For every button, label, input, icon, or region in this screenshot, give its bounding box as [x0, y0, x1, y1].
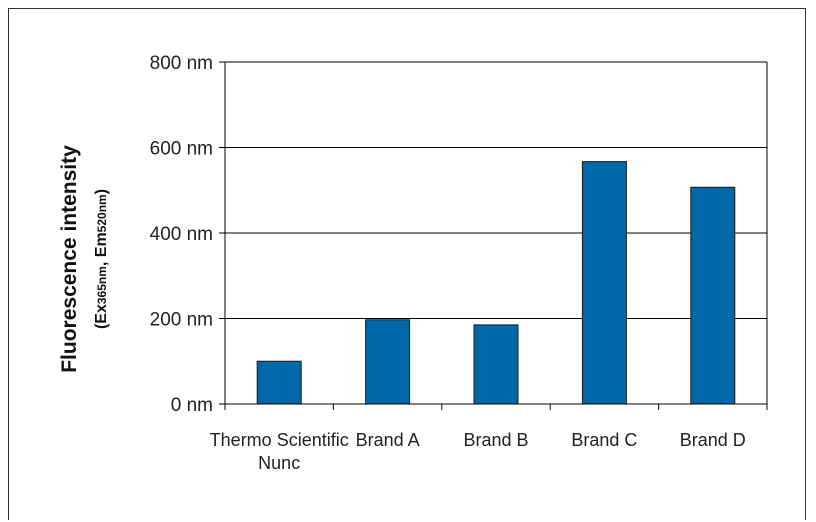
x-tick-label-line: Brand D: [680, 430, 746, 450]
bar: [365, 319, 411, 405]
x-tick-label-line: Brand C: [571, 430, 637, 450]
y-sublabel-ex-value: 365nm: [95, 266, 109, 304]
y-sublabel-em-value: 520nm: [95, 194, 109, 232]
x-tick-label: Brand A: [356, 430, 420, 450]
y-axis-sublabel: (Ex365nm, Em520nm): [93, 189, 110, 329]
chart-frame: [8, 8, 806, 520]
x-tick-label-line: Nunc: [258, 453, 300, 473]
y-axis-label: Fluorescence intensity: [58, 145, 81, 373]
x-tick-label-line: Brand B: [463, 430, 528, 450]
x-tick-label: Thermo Scientific Nunc: [210, 430, 349, 473]
bars: [256, 161, 736, 405]
bar: [581, 161, 627, 405]
y-sublabel-open: (: [93, 323, 110, 329]
y-sublabel-separator: ,: [93, 257, 110, 266]
y-tick-label: 200 nm: [150, 310, 213, 331]
y-tick-labels: 0 nm 200 nm 400 nm 600 nm 800 nm: [150, 53, 213, 416]
y-tick-label: 400 nm: [150, 224, 213, 245]
x-tick-label-line: Brand A: [356, 430, 420, 450]
y-tick-label: 800 nm: [150, 53, 213, 74]
axes: [219, 61, 768, 410]
bar: [473, 324, 519, 405]
x-tick-label: Brand C: [571, 430, 637, 450]
x-tick-label: Brand D: [680, 430, 746, 450]
x-tick-labels: Thermo Scientific Nunc Brand A Brand B Brand…: [210, 430, 746, 473]
y-tick-label: 600 nm: [150, 139, 213, 160]
bar: [690, 186, 736, 405]
bar: [256, 360, 302, 405]
y-sublabel-close: ): [93, 189, 110, 194]
x-tick-label: Brand B: [463, 430, 528, 450]
y-sublabel-ex-prefix: Ex: [93, 304, 110, 324]
y-sublabel-em-prefix: Em: [93, 232, 110, 257]
x-tick-label-line: Thermo Scientific: [210, 430, 349, 450]
gridlines: [225, 61, 768, 404]
y-tick-label: 0 nm: [171, 395, 213, 416]
